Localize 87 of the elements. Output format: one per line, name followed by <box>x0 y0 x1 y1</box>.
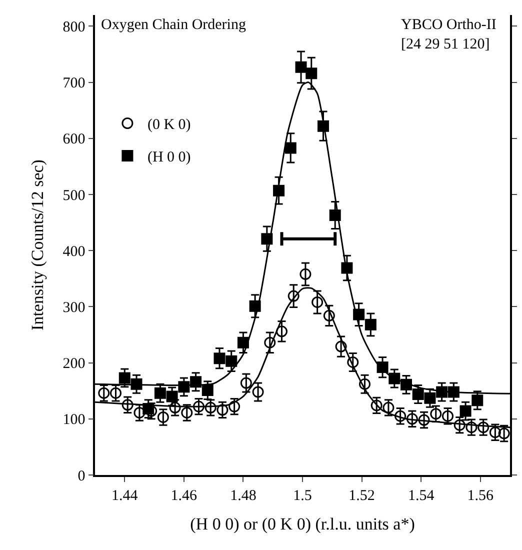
point <box>240 377 252 389</box>
point <box>436 386 448 398</box>
point <box>202 384 214 396</box>
point <box>288 290 300 302</box>
point <box>448 386 460 398</box>
point <box>472 394 484 406</box>
y-tick-label: 200 <box>62 356 86 372</box>
point <box>306 68 318 80</box>
y-tick-label: 500 <box>62 188 86 204</box>
point <box>134 406 146 418</box>
point <box>341 262 353 274</box>
point <box>110 387 122 399</box>
point <box>154 387 166 399</box>
x-tick-label: 1.44 <box>112 488 138 504</box>
x-tick-label: 1.54 <box>408 488 435 504</box>
y-tick-label: 100 <box>62 412 86 428</box>
point <box>169 402 181 414</box>
point <box>237 336 249 348</box>
point <box>478 422 490 434</box>
y-tick-label: 0 <box>78 468 86 484</box>
y-tick-label: 400 <box>62 244 86 260</box>
point <box>347 356 359 368</box>
point <box>454 419 466 431</box>
point <box>460 405 472 417</box>
point <box>273 184 285 196</box>
point <box>323 310 335 322</box>
point <box>412 388 424 400</box>
point <box>406 413 418 425</box>
point <box>181 406 193 418</box>
point <box>252 386 264 398</box>
point <box>359 378 370 390</box>
point <box>370 400 382 412</box>
x-tick-label: 1.5 <box>293 488 312 504</box>
point <box>166 390 178 402</box>
y-axis-title: Intensity (Counts/12 sec) <box>28 160 47 330</box>
y-tick-label: 800 <box>62 19 86 36</box>
x-axis-title: (H 0 0) or (0 K 0) (r.l.u. units a*) <box>190 514 415 534</box>
legend-label: (0 K 0) <box>147 117 191 134</box>
point <box>122 399 134 411</box>
point <box>300 268 312 280</box>
point <box>376 362 388 374</box>
point <box>364 318 376 330</box>
point <box>295 61 307 73</box>
point <box>382 402 394 414</box>
point <box>312 296 324 308</box>
point <box>424 392 436 404</box>
point <box>498 428 510 440</box>
y-tick-label: 300 <box>62 300 86 316</box>
point <box>193 400 204 412</box>
point <box>329 210 341 222</box>
y-tick-label: 700 <box>62 76 86 92</box>
y-tick-label: 600 <box>62 132 86 148</box>
point <box>489 426 501 438</box>
point <box>318 120 329 132</box>
point <box>216 404 228 416</box>
legend-label: (H 0 0) <box>147 150 191 166</box>
point <box>353 308 365 320</box>
point <box>276 326 288 338</box>
point <box>261 233 273 245</box>
point <box>442 410 454 422</box>
point <box>190 376 202 388</box>
point <box>264 336 276 348</box>
point <box>178 381 190 393</box>
point <box>130 378 142 390</box>
point <box>228 400 240 412</box>
point <box>249 300 261 312</box>
point <box>430 408 442 420</box>
point <box>335 340 347 352</box>
x-tick-label: 1.46 <box>170 488 198 504</box>
point <box>388 372 400 384</box>
point <box>214 352 226 364</box>
x-tick-label: 1.52 <box>348 488 375 504</box>
point <box>226 355 238 367</box>
point <box>157 411 169 423</box>
point <box>466 422 478 434</box>
annotation: YBCO Ortho-II [24 29 51 120] <box>401 17 496 52</box>
point <box>142 403 154 415</box>
point <box>204 402 216 414</box>
point <box>394 410 406 422</box>
point <box>98 387 110 399</box>
x-tick-label: 1.48 <box>230 488 256 504</box>
point <box>418 414 430 426</box>
point <box>118 372 130 384</box>
x-tick-label: 1.56 <box>467 488 494 504</box>
point <box>284 142 296 154</box>
annotation: Oxygen Chain Ordering <box>101 17 246 33</box>
point <box>400 378 412 390</box>
